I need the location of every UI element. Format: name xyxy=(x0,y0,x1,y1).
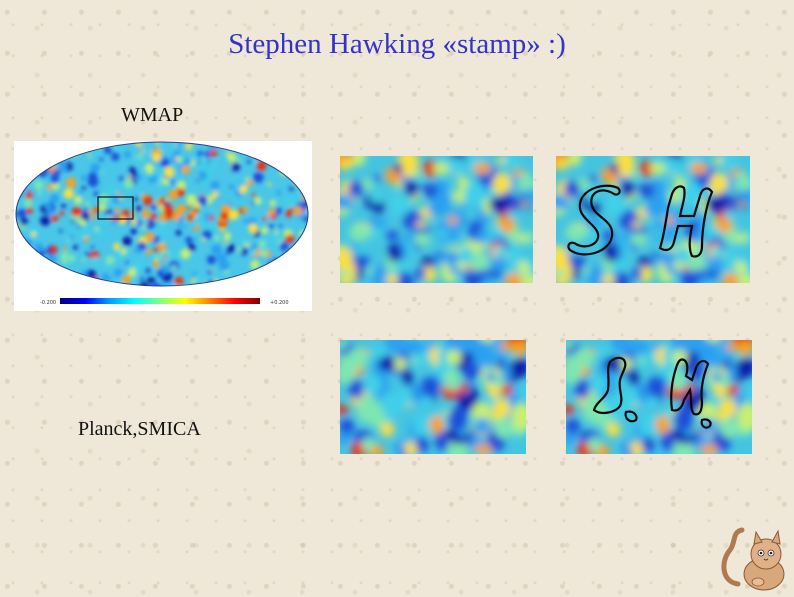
colorbar xyxy=(60,298,260,304)
planck-patch xyxy=(340,340,526,454)
zoom-region-box xyxy=(97,196,134,220)
initial-h-outline xyxy=(658,185,714,258)
initial-s-dot-outline xyxy=(624,410,638,423)
initial-s-outline xyxy=(592,356,627,415)
slide-title: Stephen Hawking «stamp» :) xyxy=(228,28,566,60)
colorbar-min-label: -0.200 xyxy=(40,300,57,306)
cat-mascot-icon xyxy=(716,522,790,592)
wmap-label: WMAP xyxy=(121,104,184,126)
wmap-patch xyxy=(340,156,533,283)
planck-label: Planck,SMICA xyxy=(78,418,201,440)
colorbar-max-label: +0.200 xyxy=(270,300,289,306)
initial-s-outline xyxy=(567,184,621,256)
initial-h-outline xyxy=(670,358,710,416)
wmap-patch-with-initials xyxy=(556,156,750,283)
planck-patch-with-initials xyxy=(566,340,752,454)
initial-h-dot-outline xyxy=(700,418,712,429)
wmap-full-sky-map xyxy=(14,141,312,311)
